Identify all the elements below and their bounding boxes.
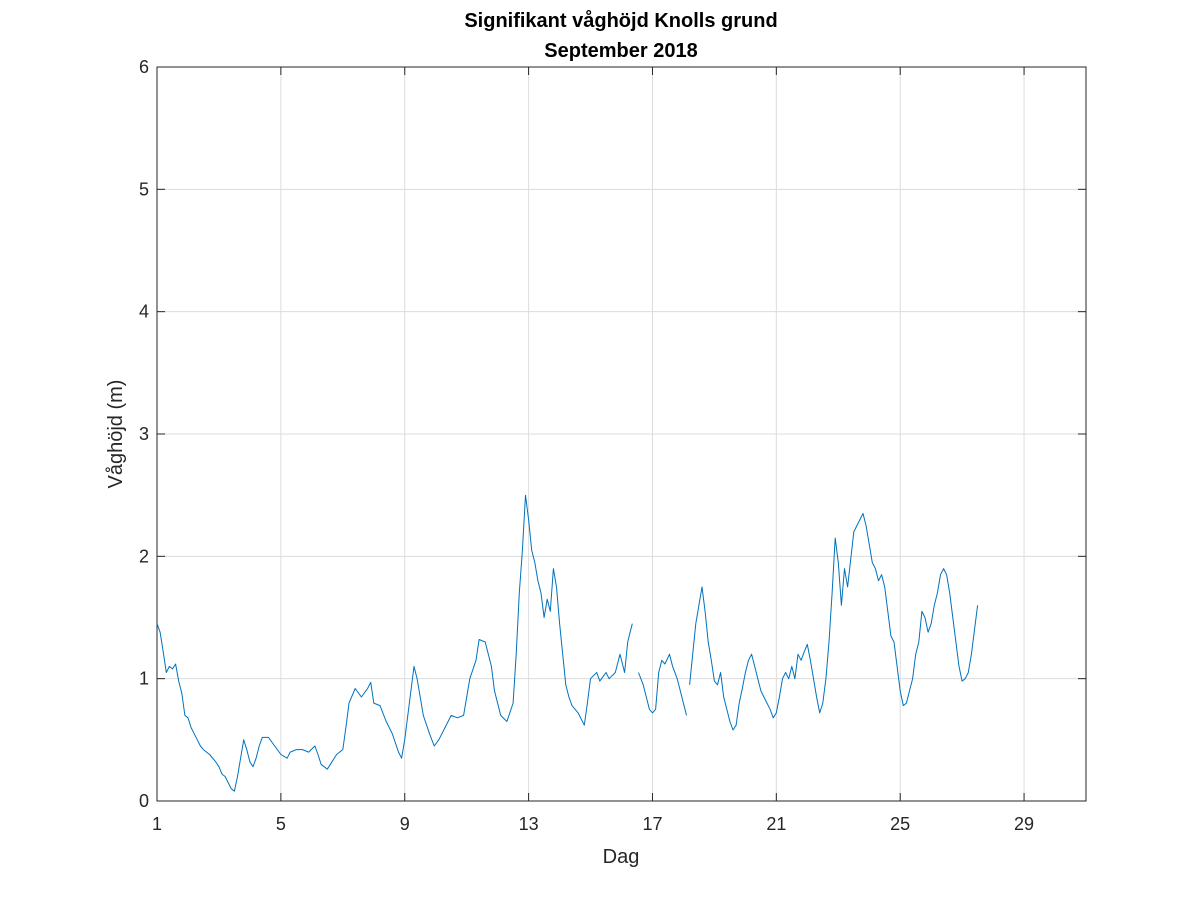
x-tick-label: 5 xyxy=(276,814,286,834)
x-tick-label: 1 xyxy=(152,814,162,834)
chart-title: Signifikant våghöjd Knolls grund xyxy=(464,9,777,32)
grid xyxy=(156,66,1086,802)
y-tick-label: 3 xyxy=(139,424,149,444)
chart-subtitle: September 2018 xyxy=(544,40,697,62)
y-tick-label: 2 xyxy=(139,546,149,566)
y-axis-label: Våghöjd (m) xyxy=(105,380,127,489)
x-tick-label: 13 xyxy=(519,814,539,834)
x-tick-label: 29 xyxy=(1014,814,1034,834)
x-tick-label: 25 xyxy=(890,814,910,834)
x-tick-label: 9 xyxy=(400,814,410,834)
wave-height-series-line xyxy=(156,494,633,792)
y-tick-label: 6 xyxy=(139,57,149,77)
y-tick-label: 5 xyxy=(139,179,149,199)
x-tick-label: 17 xyxy=(642,814,662,834)
y-tick-label: 0 xyxy=(139,791,149,811)
wave-height-series-line xyxy=(689,513,979,731)
wave-height-series-line xyxy=(638,653,687,716)
x-axis-label: Dag xyxy=(603,846,640,868)
y-tick-label: 1 xyxy=(139,669,149,689)
y-tick-label: 4 xyxy=(139,302,149,322)
series-layer xyxy=(156,494,979,792)
x-tick-label: 21 xyxy=(766,814,786,834)
